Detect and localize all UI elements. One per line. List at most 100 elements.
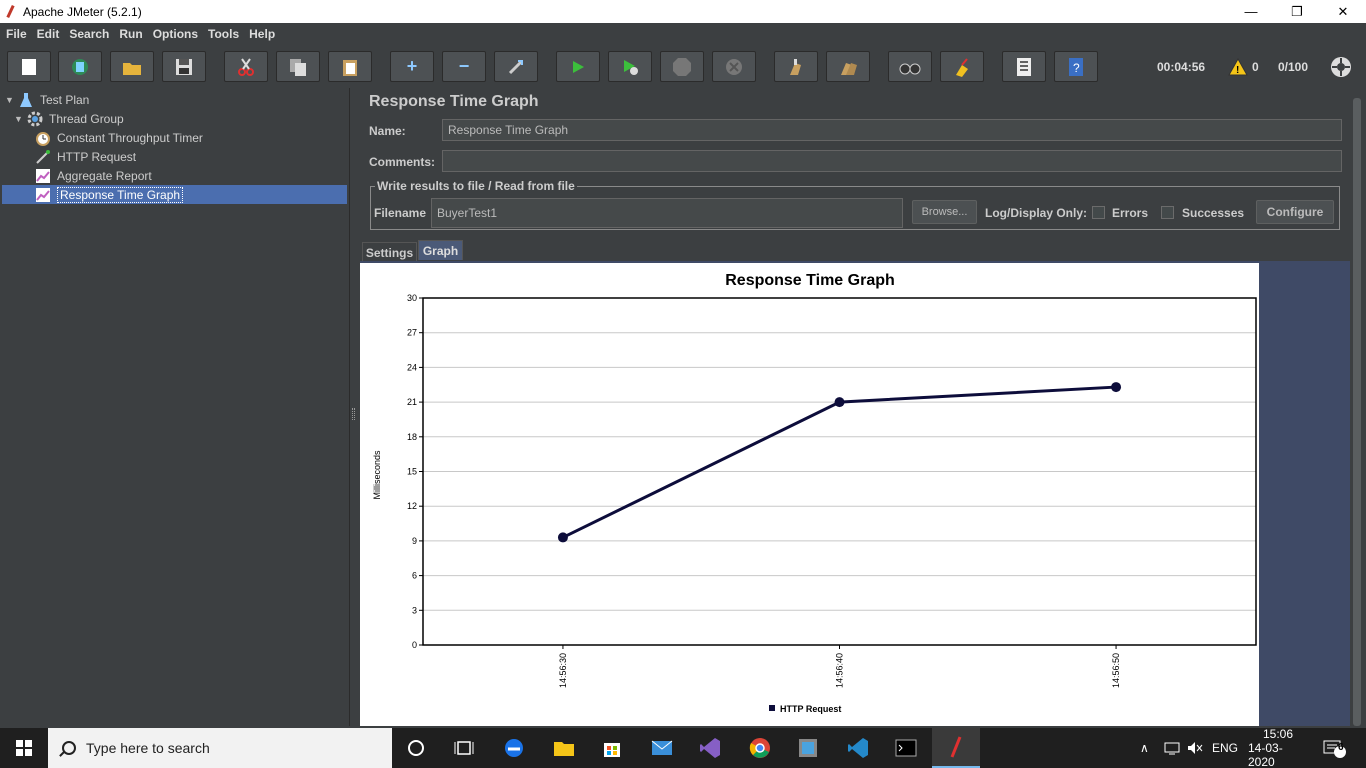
browse-button[interactable]: Browse... [912,200,977,224]
fieldset-legend: Write results to file / Read from file [375,179,577,193]
taskbar-search[interactable]: Type here to search [48,728,392,768]
x-tick-label: 14:56:40 [835,653,845,688]
show-hidden-icons-icon[interactable]: ∧ [1140,741,1149,755]
menu-options[interactable]: Options [152,26,199,41]
tree-item-aggregate-report[interactable]: Aggregate Report [35,166,345,185]
tree-item-response-time-graph[interactable]: Response Time Graph [2,185,347,204]
tree-item-thread-group[interactable]: ▼ Thread Group [14,109,344,128]
notification-icon[interactable]: 6 [1322,728,1346,768]
flask-icon [18,92,34,108]
stop-icon[interactable] [660,51,704,82]
test-plan-tree: ▼ Test Plan ▼ Thread Group Constant Thro… [0,88,350,726]
search-icon [62,741,76,755]
cortana-icon[interactable] [392,728,440,768]
y-tick-label: 6 [412,571,417,581]
warning-icon[interactable]: ! [1228,44,1248,90]
menu-search[interactable]: Search [69,26,110,41]
vertical-scrollbar[interactable] [1351,98,1363,726]
restore-button[interactable]: ❐ [1291,3,1303,19]
clear-icon[interactable] [774,51,818,82]
scrollbar-thumb[interactable] [1353,98,1361,726]
chrome-icon[interactable] [736,728,784,768]
gear-icon [27,111,43,127]
comments-input[interactable] [442,150,1342,172]
chart-icon [35,168,51,184]
tree-item-label: Thread Group [49,111,124,126]
expand-icon[interactable]: + [390,51,434,82]
language-indicator[interactable]: ENG [1212,741,1239,755]
filename-input[interactable]: BuyerTest1 [431,198,903,228]
close-button[interactable]: ✕ [1337,3,1349,19]
notification-count: 6 [1338,742,1344,753]
x-tick-label: 14:56:30 [558,653,568,688]
panel-title: Response Time Graph [369,93,539,110]
y-tick-label: 0 [412,640,417,650]
window-title: Apache JMeter (5.2.1) [23,4,142,19]
search-binoculars-icon[interactable] [888,51,932,82]
x-axis-ticks: 14:56:30 14:56:40 14:56:50 [558,645,1121,688]
data-point [834,397,845,408]
network-icon[interactable] [1163,728,1181,768]
chart-icon [35,187,51,203]
errors-checkbox[interactable] [1092,206,1105,219]
y-tick-label: 12 [407,501,417,511]
task-view-icon[interactable] [440,728,488,768]
mail-icon[interactable] [638,728,686,768]
save-icon[interactable] [162,51,206,82]
start-button[interactable] [0,728,48,768]
menu-bar: File Edit Search Run Options Tools Help [0,23,1366,44]
menu-run[interactable]: Run [119,26,143,41]
y-axis-label: Milliseconds [372,450,382,500]
successes-checkbox[interactable] [1161,206,1174,219]
start-icon[interactable] [556,51,600,82]
store-icon[interactable] [588,728,636,768]
legend-label: HTTP Request [780,704,841,714]
tab-settings[interactable]: Settings [362,242,417,262]
menu-file[interactable]: File [6,26,27,41]
comments-label: Comments: [369,155,436,169]
tree-item-constant-throughput-timer[interactable]: Constant Throughput Timer [35,128,345,147]
tree-item-test-plan[interactable]: ▼ Test Plan [5,90,345,109]
volume-muted-icon[interactable] [1186,728,1204,768]
file-explorer-icon[interactable] [540,728,588,768]
visual-studio-icon[interactable] [686,728,734,768]
collapse-triangle-icon[interactable]: ▼ [14,113,23,124]
y-tick-label: 3 [412,605,417,615]
help-icon[interactable]: ? [1054,51,1098,82]
tab-graph[interactable]: Graph [418,240,463,260]
menu-edit[interactable]: Edit [36,26,60,41]
vscode-icon[interactable] [834,728,882,768]
splitter-grip[interactable] [352,408,355,420]
open-icon[interactable] [110,51,154,82]
clock[interactable]: 15:06 14-03-2020 [1248,727,1308,768]
start-no-pauses-icon[interactable] [608,51,652,82]
tree-item-label: Response Time Graph [57,186,184,203]
shutdown-icon[interactable] [712,51,756,82]
copy-icon[interactable] [276,51,320,82]
filename-label: Filename [374,206,427,220]
collapse-icon[interactable]: − [442,51,486,82]
tree-item-http-request[interactable]: HTTP Request [35,147,345,166]
menu-help[interactable]: Help [249,26,276,41]
minimize-button[interactable]: — [1244,4,1258,19]
name-input[interactable]: Response Time Graph [442,119,1342,141]
svg-text:!: ! [1236,65,1239,76]
clear-all-icon[interactable] [826,51,870,82]
configure-button[interactable]: Configure [1256,200,1334,224]
splitter[interactable] [350,88,358,726]
jmeter-taskbar-icon[interactable] [932,728,980,768]
paste-icon[interactable] [328,51,372,82]
cut-icon[interactable] [224,51,268,82]
chart-title: Response Time Graph [725,272,895,289]
new-icon[interactable] [7,51,51,82]
taskbar: Type here to search ∧ ENG 15:06 14-03-20… [0,727,1366,768]
edge-icon[interactable] [490,728,538,768]
toggle-icon[interactable] [494,51,538,82]
menu-tools[interactable]: Tools [208,26,240,41]
command-prompt-icon[interactable] [882,728,930,768]
collapse-triangle-icon[interactable]: ▼ [5,94,14,105]
reset-search-broom-icon[interactable] [940,51,984,82]
function-helper-icon[interactable] [1002,51,1046,82]
app-icon[interactable] [784,728,832,768]
templates-icon[interactable] [58,51,102,82]
